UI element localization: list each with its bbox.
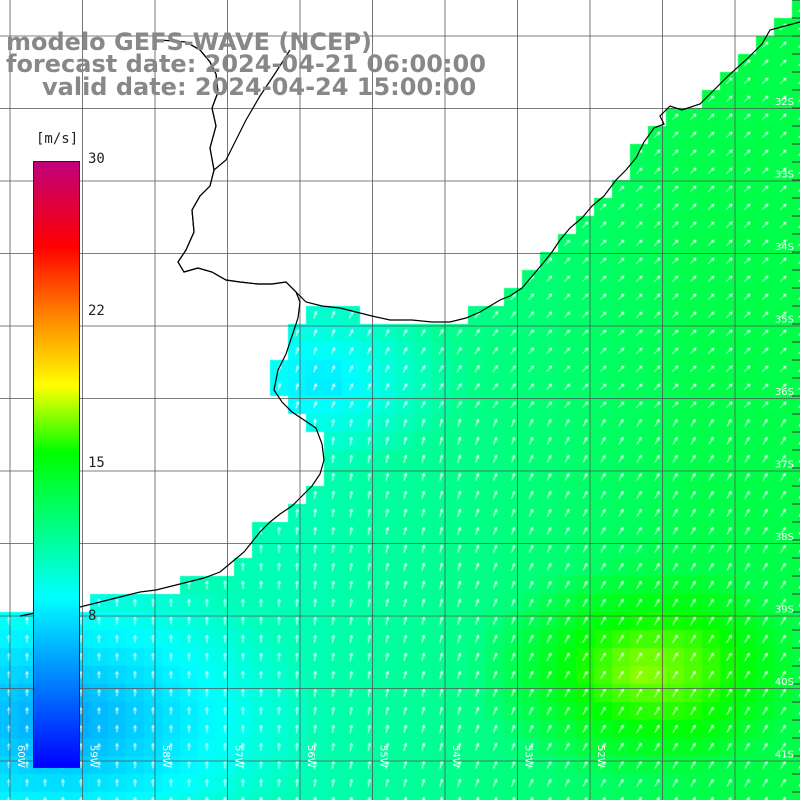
lon-label: 57W: [233, 745, 244, 768]
forecast-date: forecast date: 2024-04-21 06:00:00: [6, 50, 486, 78]
colorbar-label-15: 15: [88, 455, 105, 471]
lat-label: 41S: [775, 750, 794, 761]
lon-label: 53W: [523, 745, 534, 768]
lon-label: 52W: [595, 745, 606, 768]
colorbar-legend: [m/s] 30 22 15 8: [8, 127, 105, 775]
lat-label: 37S: [775, 460, 794, 471]
lat-label: 33S: [775, 170, 794, 181]
lon-label: 60W: [15, 745, 26, 768]
lat-label: 34S: [775, 242, 794, 253]
valid-date: valid date: 2024-04-24 15:00:00: [42, 73, 477, 101]
colorbar-gradient: [33, 161, 80, 768]
latitude-labels: 32S 33S 34S 35S 36S 37S 38S 39S 40S 41S: [775, 97, 794, 761]
lat-label: 36S: [775, 387, 794, 398]
uruguay-brazil-coast: [177, 21, 800, 323]
colorbar-unit: [m/s]: [36, 131, 79, 147]
lat-label: 39S: [775, 605, 794, 616]
lat-label: 32S: [775, 97, 794, 108]
coastline: [19, 21, 800, 617]
lat-label: 38S: [775, 532, 794, 543]
river-border: [213, 49, 291, 171]
lat-label: 35S: [775, 315, 794, 326]
model-title: modelo GEFS-WAVE (NCEP): [6, 28, 372, 56]
colorbar-label-8: 8: [88, 608, 97, 624]
lon-label: 54W: [450, 745, 461, 768]
lon-label: 55W: [378, 745, 389, 768]
lon-label: 58W: [160, 745, 171, 768]
lon-label: 56W: [305, 745, 316, 768]
colorbar-label-22: 22: [88, 303, 105, 319]
colorbar-label-30: 30: [88, 151, 105, 167]
lat-label: 40S: [775, 677, 794, 688]
longitude-labels: 60W 59W 58W 57W 56W 55W 54W 53W 52W: [15, 745, 606, 768]
lon-label: 59W: [88, 745, 99, 768]
